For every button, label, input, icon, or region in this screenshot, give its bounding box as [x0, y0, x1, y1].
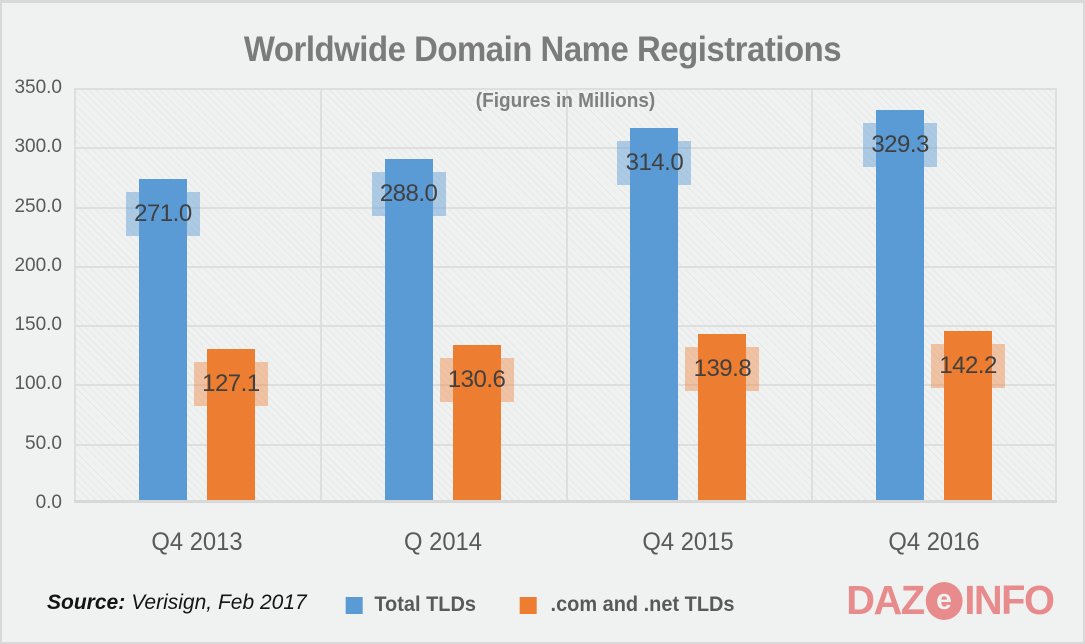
plot-area: 271.0 288.0 314.0 329.3 127.1 130.6 139.8 142.2	[74, 88, 1057, 503]
chart-subtitle: (Figures in Millions)	[475, 90, 656, 112]
gridline-vertical	[811, 88, 814, 500]
y-axis-tick-label: 50.0	[25, 432, 62, 454]
logo-text-right: INFO	[964, 577, 1056, 623]
bar-value-label: 130.6	[439, 358, 514, 403]
dazeinfo-logo: DAZ e INFO	[846, 577, 1056, 624]
source-text: Verisign, Feb 2017	[131, 591, 307, 614]
bar-value-label: 139.8	[685, 347, 760, 392]
x-axis-category-label: Q4 2013	[151, 528, 243, 556]
bar-value-label: 142.2	[931, 344, 1006, 389]
bar-total-tlds	[876, 109, 925, 500]
y-axis-tick-label: 100.0	[14, 373, 62, 395]
y-axis-tick-label: 0.0	[35, 492, 62, 513]
legend-swatch-icon	[345, 596, 363, 614]
legend-item-com-net-tlds: .com and .net TLDs	[520, 593, 740, 617]
x-axis-category-label: Q 2014	[403, 528, 482, 556]
page-title: Worldwide Domain Name Registrations	[243, 30, 842, 69]
legend-label: Total TLDs	[373, 593, 476, 616]
y-axis-tick-label: 150.0	[14, 314, 62, 336]
gridline-vertical	[319, 88, 322, 500]
source-label: Source:	[47, 591, 126, 614]
y-axis-tick-label: 300.0	[14, 136, 62, 158]
bar-com-net-tlds	[944, 331, 993, 500]
y-axis-tick-label: 350.0	[14, 77, 62, 98]
bar-total-tlds	[384, 158, 433, 500]
x-axis-category-label: Q4 2015	[642, 528, 734, 556]
bar-value-label: 271.0	[125, 191, 200, 236]
logo-e-circle-icon: e	[925, 581, 963, 620]
source-note: Source: Verisign, Feb 2017	[47, 591, 307, 615]
bar-total-tlds	[138, 178, 187, 500]
bar-value-label: 314.0	[617, 140, 692, 185]
legend-item-total-tlds: Total TLDs	[345, 593, 478, 617]
bar-com-net-tlds	[452, 345, 501, 500]
y-axis-tick-label: 200.0	[14, 254, 62, 276]
bar-value-label: 329.3	[863, 122, 938, 167]
bar-value-label: 288.0	[371, 171, 446, 216]
x-axis-category-label: Q4 2016	[888, 528, 980, 556]
legend-swatch-icon	[520, 596, 538, 614]
gridline-vertical	[1055, 88, 1057, 500]
gridline-vertical	[565, 88, 568, 500]
bar-total-tlds	[630, 127, 679, 500]
legend-label: .com and .net TLDs	[550, 593, 735, 616]
y-axis-tick-label: 250.0	[14, 195, 62, 217]
logo-text-left: DAZ	[846, 577, 926, 623]
bar-value-label: 127.1	[193, 362, 268, 407]
bar-com-net-tlds	[698, 334, 747, 500]
legend: Total TLDs .com and .net TLDs	[345, 593, 740, 617]
bar-com-net-tlds	[206, 349, 255, 500]
gridline-vertical	[74, 88, 76, 500]
